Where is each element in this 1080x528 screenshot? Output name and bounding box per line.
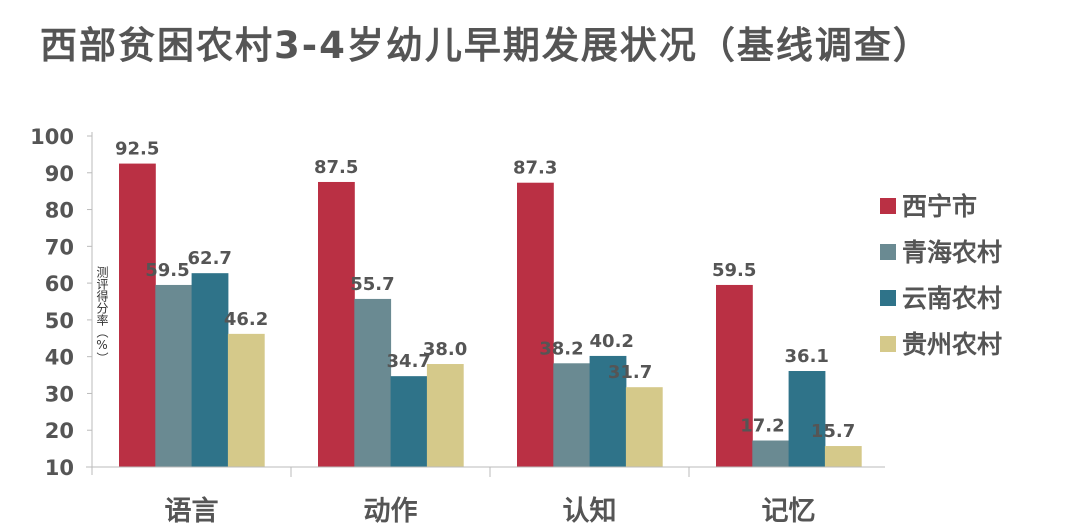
y-tick-label: 30 xyxy=(45,382,74,406)
data-label: 59.5 xyxy=(145,260,189,281)
data-label: 40.2 xyxy=(590,331,634,352)
bar xyxy=(318,181,355,467)
bar xyxy=(354,298,392,467)
data-label: 55.7 xyxy=(350,274,394,295)
y-tick-label: 50 xyxy=(45,309,74,333)
legend-swatch xyxy=(880,198,896,214)
x-tick-label: 动作 xyxy=(364,496,418,527)
bar xyxy=(191,273,229,467)
legend-label: 青海农村 xyxy=(902,238,1002,267)
legend-label: 云南农村 xyxy=(902,284,1002,313)
data-label: 92.5 xyxy=(115,139,159,160)
y-axis-label: 测评得分率（%） xyxy=(95,266,109,364)
y-tick-label: 10 xyxy=(45,456,74,480)
y-tick-label: 60 xyxy=(45,272,74,296)
data-label: 15.7 xyxy=(811,421,855,442)
bar xyxy=(824,446,862,467)
y-tick-label: 100 xyxy=(30,125,74,149)
bar xyxy=(426,364,464,467)
data-label: 34.7 xyxy=(387,351,431,372)
data-label: 36.1 xyxy=(785,346,829,367)
bar xyxy=(553,363,591,467)
data-label: 59.5 xyxy=(712,260,756,281)
data-label: 46.2 xyxy=(224,309,268,330)
legend-label: 西宁市 xyxy=(902,192,977,221)
data-label: 38.2 xyxy=(539,338,583,359)
bar xyxy=(788,371,826,467)
bar xyxy=(625,387,663,467)
bars: 92.5 87.5 87.3 59.5 59.5 55.7 38.2 17.2 62.7 34.7… xyxy=(115,139,862,468)
y-tick-label: 90 xyxy=(45,162,74,186)
y-tick-label: 20 xyxy=(45,419,74,443)
y-tick-label: 40 xyxy=(45,346,74,370)
data-label: 17.2 xyxy=(740,416,784,437)
bar xyxy=(390,376,428,467)
legend-swatch xyxy=(880,290,896,306)
y-tick-label: 70 xyxy=(45,235,74,259)
x-axis: 语言 动作 认知 记忆 xyxy=(86,466,885,527)
bar xyxy=(119,163,156,468)
bar xyxy=(589,355,627,467)
data-label: 31.7 xyxy=(608,362,652,383)
data-label: 87.3 xyxy=(513,158,557,179)
y-axis: 10 20 30 40 50 60 70 80 90 100 xyxy=(30,125,93,480)
bar xyxy=(716,284,753,467)
legend-swatch xyxy=(880,336,896,352)
legend-label: 贵州农村 xyxy=(902,330,1002,359)
data-label: 38.0 xyxy=(423,339,467,360)
data-label: 87.5 xyxy=(314,157,358,178)
x-tick-label: 记忆 xyxy=(762,496,816,527)
data-label: 62.7 xyxy=(188,248,232,269)
chart-title: 西部贫困农村3-4岁幼儿早期发展状况（基线调查） xyxy=(40,24,932,67)
bar xyxy=(155,284,193,467)
legend-swatch xyxy=(880,244,896,260)
bar xyxy=(517,182,554,468)
bar xyxy=(227,333,265,467)
bar xyxy=(752,440,790,467)
x-tick-label: 语言 xyxy=(165,496,219,527)
y-tick-label: 80 xyxy=(45,199,74,223)
x-tick-label: 认知 xyxy=(563,496,617,527)
